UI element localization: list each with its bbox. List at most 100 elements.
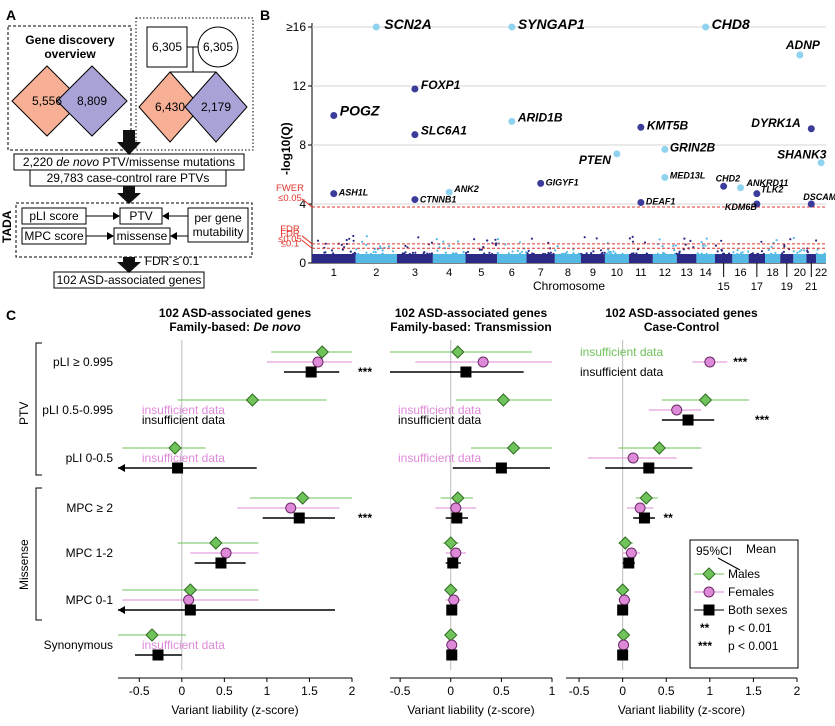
mean-both	[185, 605, 196, 616]
gene-label-adnp: ADNP	[785, 38, 821, 52]
mean-males	[445, 629, 457, 641]
gene-label-chd8: CHD8	[712, 16, 750, 32]
gene-point	[365, 252, 367, 254]
mean-females	[619, 595, 629, 605]
gene-point	[715, 245, 717, 247]
gene-point	[592, 250, 594, 252]
gene-point	[531, 238, 533, 240]
gene-point-deaf1	[637, 199, 644, 206]
gene-point	[586, 252, 588, 254]
y-tick-label: 12	[293, 79, 307, 93]
gene-label-kdm6b: KDM6B	[725, 202, 758, 212]
panel-c: C pLI ≥ 0.995pLI 0.5-0.995pLI 0-0.5MPC ≥…	[6, 306, 801, 717]
arrow-down-2	[117, 186, 141, 204]
mean-both	[306, 367, 317, 378]
chromosome-block	[816, 254, 826, 263]
mean-both	[451, 513, 462, 524]
gene-point	[632, 241, 634, 243]
chromosome-block	[653, 254, 677, 263]
mean-both	[215, 558, 226, 569]
mean-both	[460, 367, 471, 378]
chromosome-label: 18	[767, 267, 779, 279]
gene-point	[379, 245, 381, 247]
gene-point	[467, 251, 469, 253]
gene-point	[494, 239, 496, 241]
chromosome-block	[581, 254, 605, 263]
x-axis-label: Variant liability (z-score)	[618, 703, 745, 717]
mean-females	[184, 595, 194, 605]
x-tick-label: 1	[549, 684, 556, 698]
gene-label-pten: PTEN	[579, 153, 611, 167]
gene-label-gigyf1: GIGYF1	[546, 177, 579, 187]
gene-point	[789, 238, 791, 240]
gene-point	[409, 253, 411, 255]
gene-point	[662, 252, 664, 254]
gene-point	[706, 238, 708, 240]
gene-point	[519, 241, 521, 243]
significance-marker: **	[664, 511, 674, 525]
chromosome-label: 16	[734, 267, 746, 279]
mean-males	[452, 346, 464, 358]
arrow-down-1	[117, 130, 141, 155]
mean-males	[617, 584, 629, 596]
gene-point	[431, 252, 433, 254]
mean-males	[618, 629, 630, 641]
figure: A Gene discovery overview 5,556 8,809 6,…	[0, 0, 835, 726]
gene-point	[445, 252, 447, 254]
gene-point	[436, 250, 438, 252]
forest-plots: pLI ≥ 0.995pLI 0.5-0.995pLI 0-0.5MPC ≥ 2…	[17, 306, 801, 717]
x-tick-label: 0	[619, 684, 626, 698]
gene-point	[793, 250, 795, 252]
gene-label-chd2: CHD2	[716, 173, 741, 183]
gene-point	[423, 251, 425, 253]
mean-males	[246, 394, 258, 406]
gene-point	[800, 249, 802, 251]
gene-point	[803, 249, 805, 251]
gene-point	[760, 241, 762, 243]
diamond-5556-label: 5,556	[32, 94, 62, 108]
diamond-2179-label: 2,179	[201, 100, 231, 114]
subpanel-title-1: 102 ASD-associated genes	[605, 306, 758, 320]
circle-label: 6,305	[203, 40, 233, 54]
gene-point	[806, 250, 808, 252]
x-tick-label: -0.5	[390, 684, 411, 698]
square-label: 6,305	[152, 40, 182, 54]
chromosome-label: 22	[815, 267, 827, 279]
threshold-label-line: ≤0.05	[278, 193, 302, 204]
chromosome-block	[715, 254, 732, 263]
gene-point	[552, 253, 554, 255]
chromosome-label: 14	[700, 267, 712, 279]
pli-score-text: pLI score	[29, 209, 79, 223]
gene-point	[736, 253, 738, 255]
gene-point-ank2	[446, 189, 453, 196]
gene-point	[429, 253, 431, 255]
mean-females	[451, 503, 461, 513]
panel-a: A Gene discovery overview 5,556 8,809 6,…	[0, 7, 253, 288]
per-gene-text-2: mutability	[193, 225, 244, 239]
mean-females	[635, 503, 645, 513]
gene-label-scn2a: SCN2A	[384, 16, 431, 32]
fdr-text: FDR ≤ 0.1	[145, 254, 200, 268]
ci-arrow-both	[118, 464, 125, 472]
mean-males	[210, 537, 222, 549]
gene-point	[517, 250, 519, 252]
x-tick-label: 2	[794, 684, 801, 698]
row-label: Synonymous	[44, 638, 113, 652]
chromosome-label: 12	[659, 267, 671, 279]
row-label: MPC 1-2	[66, 546, 114, 560]
chromosome-label: 20	[794, 267, 806, 279]
chromosome-block	[793, 254, 806, 263]
gene-point	[793, 237, 795, 239]
legend-ci: 95%CI	[696, 544, 732, 558]
chromosome-block	[605, 254, 629, 263]
gene-label-shank3: SHANK3	[777, 148, 827, 162]
gene-point	[659, 238, 661, 240]
gene-point-pten	[613, 150, 620, 157]
gene-point	[491, 253, 493, 255]
legend-p01-symbol: **	[700, 621, 710, 635]
gene-point	[402, 252, 404, 254]
case-control-text: 29,783 case-control rare PTVs	[47, 171, 210, 185]
chromosome-label: 13	[680, 267, 692, 279]
chromosome-block	[780, 254, 793, 263]
arrowhead-mpc-missense	[107, 232, 114, 240]
